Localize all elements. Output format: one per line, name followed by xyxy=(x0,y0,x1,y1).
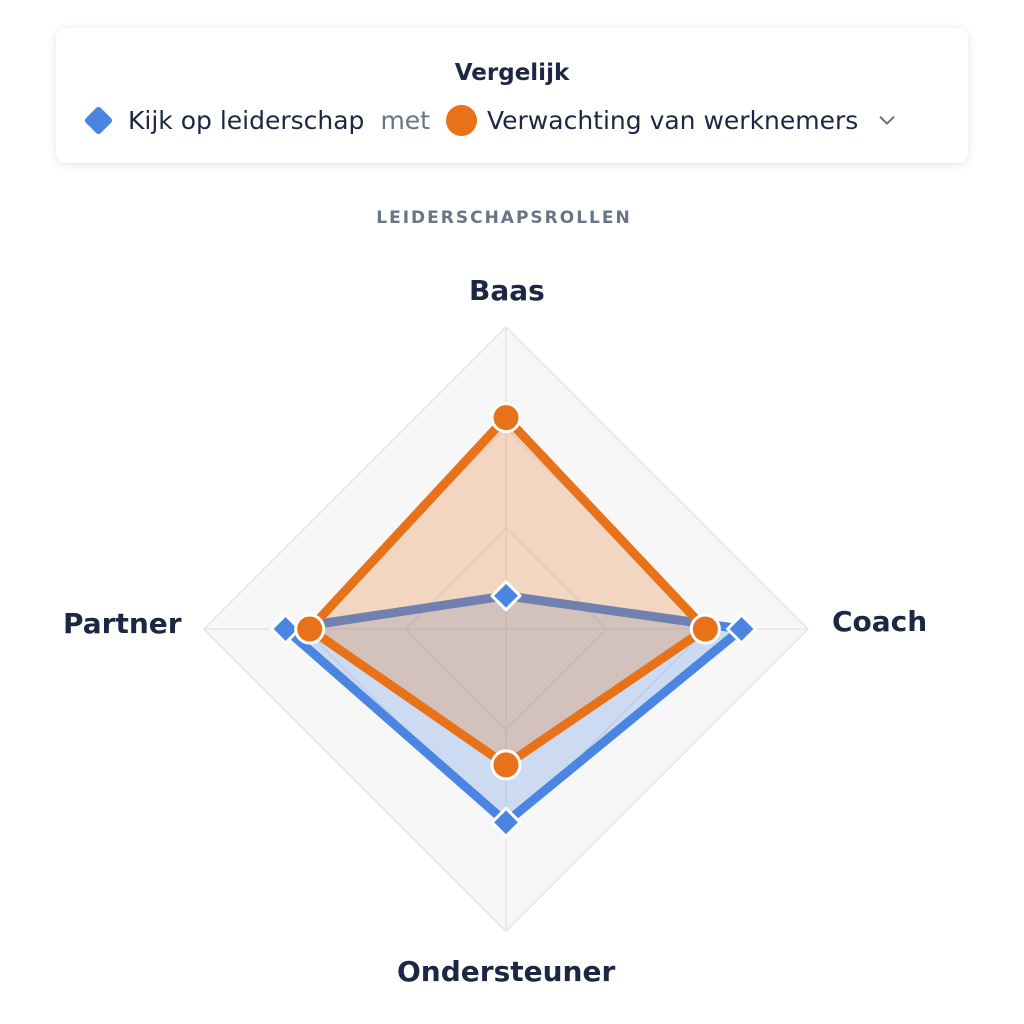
compare-card xyxy=(56,28,968,163)
series-b-dropdown-label[interactable]: Verwachting van werknemers xyxy=(486,105,859,135)
series-a-point-baas xyxy=(490,580,522,612)
series-b-point-ondersteuner xyxy=(490,749,522,781)
compare-title: Vergelijk xyxy=(454,60,570,86)
chevron-down-icon[interactable] xyxy=(876,109,898,131)
axis-label-ondersteuner: Ondersteuner xyxy=(397,954,616,988)
series-b-point-baas xyxy=(490,402,522,434)
compare-selector[interactable]: Kijk op leiderschap met Verwachting van … xyxy=(82,102,942,138)
series-a-label: Kijk op leiderschap xyxy=(128,105,365,135)
axis-label-partner: Partner xyxy=(63,606,182,640)
compare-connector: met xyxy=(380,105,430,135)
axis-label-coach: Coach xyxy=(832,604,928,638)
series-a-point-coach xyxy=(726,613,758,645)
series-b-point-partner xyxy=(294,613,326,645)
series-b-point-coach xyxy=(689,613,721,645)
series-a-point-ondersteuner xyxy=(490,806,522,838)
circle-legend-icon xyxy=(445,104,477,136)
chart-title: LEIDERSCHAPSROLLEN xyxy=(376,208,632,228)
series-a-point-partner xyxy=(270,613,302,645)
axis-label-baas: Baas xyxy=(469,273,545,307)
